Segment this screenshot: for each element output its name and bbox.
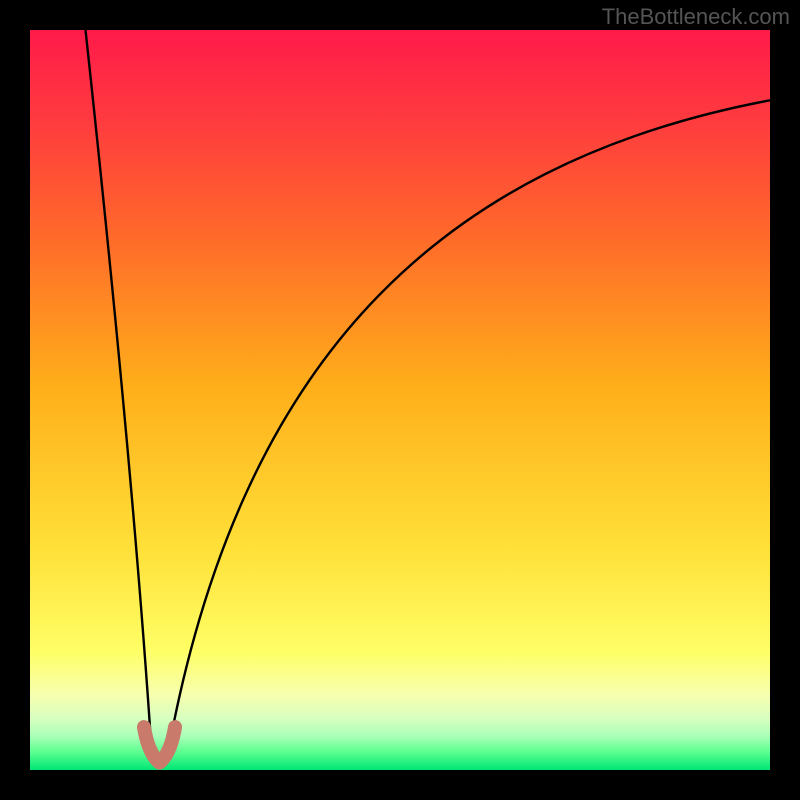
plot-area bbox=[30, 30, 770, 770]
watermark-text: TheBottleneck.com bbox=[602, 4, 790, 30]
figure-frame: TheBottleneck.com bbox=[0, 0, 800, 800]
gradient-background bbox=[30, 30, 770, 770]
plot-svg bbox=[30, 30, 770, 770]
